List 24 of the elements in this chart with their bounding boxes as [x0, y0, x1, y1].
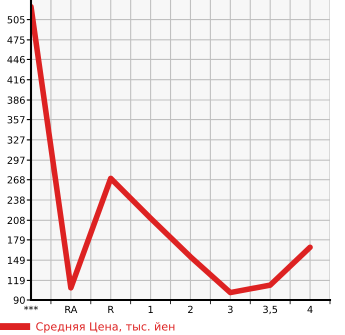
y-tick-label: 505 [8, 16, 25, 24]
y-tick-label: 208 [8, 216, 25, 224]
y-tick-label: 119 [8, 276, 25, 284]
y-tick-label: 149 [8, 256, 25, 264]
y-tick-label: 238 [8, 196, 25, 204]
y-tick-label: 386 [8, 96, 25, 104]
y-tick-label: 327 [8, 136, 25, 144]
y-tick-label: 179 [8, 236, 25, 244]
x-tick-label: 3,5 [263, 306, 278, 314]
x-tick-label: 3 [228, 306, 233, 314]
x-tick-label: 4 [307, 306, 313, 313]
x-tick-label: *** [24, 306, 38, 310]
y-tick-label: 416 [7, 76, 25, 84]
y-tick-label: 475 [7, 36, 25, 44]
legend-label: Средняя Цена, тыс. йен [36, 322, 174, 333]
y-tick-label: 268 [8, 176, 25, 184]
y-tick-label: 90 [14, 296, 25, 304]
x-tick-label: 2 [188, 306, 193, 313]
y-tick-label: 297 [8, 156, 25, 164]
x-tick-label: 1 [148, 306, 153, 313]
y-tick-label: 446 [7, 56, 25, 64]
x-tick-label: RA [65, 306, 78, 313]
x-tick-label: R [108, 306, 114, 313]
y-tick-label: 357 [8, 116, 25, 124]
